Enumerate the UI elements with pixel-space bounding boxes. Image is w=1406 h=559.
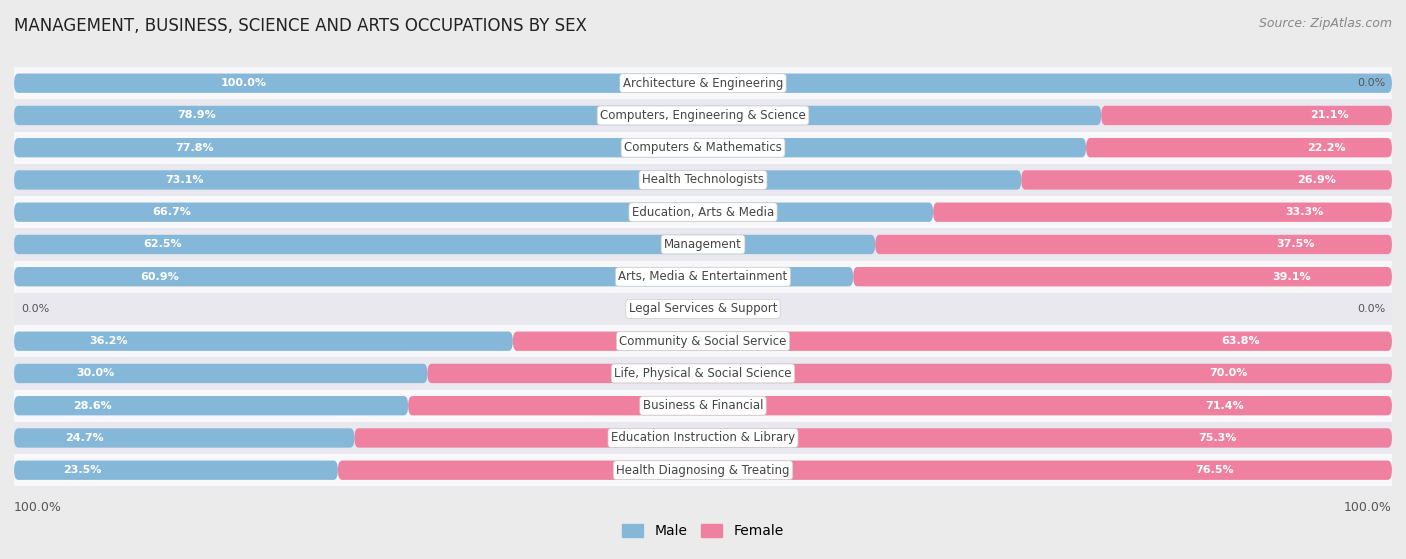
- FancyBboxPatch shape: [14, 331, 513, 351]
- Text: 0.0%: 0.0%: [21, 304, 49, 314]
- Text: Education, Arts & Media: Education, Arts & Media: [631, 206, 775, 219]
- Bar: [14, 325, 1392, 357]
- Text: 75.3%: 75.3%: [1198, 433, 1236, 443]
- Text: 39.1%: 39.1%: [1272, 272, 1312, 282]
- FancyBboxPatch shape: [1021, 170, 1392, 190]
- Text: Arts, Media & Entertainment: Arts, Media & Entertainment: [619, 270, 787, 283]
- Text: 22.2%: 22.2%: [1308, 143, 1346, 153]
- Text: 60.9%: 60.9%: [141, 272, 179, 282]
- Text: 100.0%: 100.0%: [14, 501, 62, 514]
- Text: 66.7%: 66.7%: [152, 207, 191, 217]
- Text: Source: ZipAtlas.com: Source: ZipAtlas.com: [1258, 17, 1392, 30]
- FancyBboxPatch shape: [934, 202, 1392, 222]
- Text: Life, Physical & Social Science: Life, Physical & Social Science: [614, 367, 792, 380]
- Text: 30.0%: 30.0%: [76, 368, 114, 378]
- Text: Health Technologists: Health Technologists: [643, 173, 763, 187]
- Bar: [14, 454, 1392, 486]
- FancyBboxPatch shape: [14, 74, 1392, 93]
- FancyBboxPatch shape: [14, 202, 934, 222]
- FancyBboxPatch shape: [408, 396, 1392, 415]
- Bar: [14, 131, 1392, 164]
- FancyBboxPatch shape: [14, 138, 1085, 158]
- Text: 62.5%: 62.5%: [143, 239, 181, 249]
- Text: 77.8%: 77.8%: [174, 143, 214, 153]
- Text: MANAGEMENT, BUSINESS, SCIENCE AND ARTS OCCUPATIONS BY SEX: MANAGEMENT, BUSINESS, SCIENCE AND ARTS O…: [14, 17, 586, 35]
- Text: 33.3%: 33.3%: [1285, 207, 1323, 217]
- Text: Education Instruction & Library: Education Instruction & Library: [612, 432, 794, 444]
- Text: 0.0%: 0.0%: [1357, 78, 1385, 88]
- Text: 36.2%: 36.2%: [89, 336, 128, 346]
- Legend: Male, Female: Male, Female: [623, 524, 783, 538]
- Bar: [14, 357, 1392, 390]
- FancyBboxPatch shape: [14, 267, 853, 286]
- FancyBboxPatch shape: [14, 170, 1021, 190]
- Bar: [14, 196, 1392, 228]
- Text: 24.7%: 24.7%: [65, 433, 104, 443]
- Text: 28.6%: 28.6%: [73, 401, 112, 411]
- Text: 71.4%: 71.4%: [1205, 401, 1244, 411]
- FancyBboxPatch shape: [1101, 106, 1392, 125]
- FancyBboxPatch shape: [337, 461, 1392, 480]
- Bar: [14, 67, 1392, 100]
- FancyBboxPatch shape: [853, 267, 1392, 286]
- FancyBboxPatch shape: [14, 235, 876, 254]
- Text: 21.1%: 21.1%: [1310, 111, 1348, 120]
- Text: 73.1%: 73.1%: [165, 175, 204, 185]
- FancyBboxPatch shape: [513, 331, 1392, 351]
- FancyBboxPatch shape: [14, 461, 337, 480]
- Text: Management: Management: [664, 238, 742, 251]
- Bar: [14, 390, 1392, 422]
- Bar: [14, 293, 1392, 325]
- Text: 78.9%: 78.9%: [177, 111, 217, 120]
- Text: 23.5%: 23.5%: [63, 465, 101, 475]
- Bar: [14, 100, 1392, 131]
- Bar: [14, 164, 1392, 196]
- Text: 37.5%: 37.5%: [1277, 239, 1315, 249]
- Text: Architecture & Engineering: Architecture & Engineering: [623, 77, 783, 89]
- Text: Business & Financial: Business & Financial: [643, 399, 763, 412]
- FancyBboxPatch shape: [354, 428, 1392, 448]
- Text: Health Diagnosing & Treating: Health Diagnosing & Treating: [616, 464, 790, 477]
- Text: Computers & Mathematics: Computers & Mathematics: [624, 141, 782, 154]
- Text: 100.0%: 100.0%: [221, 78, 267, 88]
- Text: Community & Social Service: Community & Social Service: [619, 335, 787, 348]
- Bar: [14, 260, 1392, 293]
- FancyBboxPatch shape: [14, 106, 1101, 125]
- Text: 63.8%: 63.8%: [1222, 336, 1260, 346]
- FancyBboxPatch shape: [14, 364, 427, 383]
- Text: 100.0%: 100.0%: [1344, 501, 1392, 514]
- Text: Legal Services & Support: Legal Services & Support: [628, 302, 778, 315]
- FancyBboxPatch shape: [1085, 138, 1392, 158]
- Text: 26.9%: 26.9%: [1298, 175, 1336, 185]
- Bar: [14, 422, 1392, 454]
- FancyBboxPatch shape: [876, 235, 1392, 254]
- Text: 76.5%: 76.5%: [1195, 465, 1234, 475]
- Text: Computers, Engineering & Science: Computers, Engineering & Science: [600, 109, 806, 122]
- Text: 70.0%: 70.0%: [1209, 368, 1247, 378]
- Text: 0.0%: 0.0%: [1357, 304, 1385, 314]
- FancyBboxPatch shape: [14, 428, 354, 448]
- FancyBboxPatch shape: [427, 364, 1392, 383]
- FancyBboxPatch shape: [14, 396, 408, 415]
- Bar: [14, 228, 1392, 260]
